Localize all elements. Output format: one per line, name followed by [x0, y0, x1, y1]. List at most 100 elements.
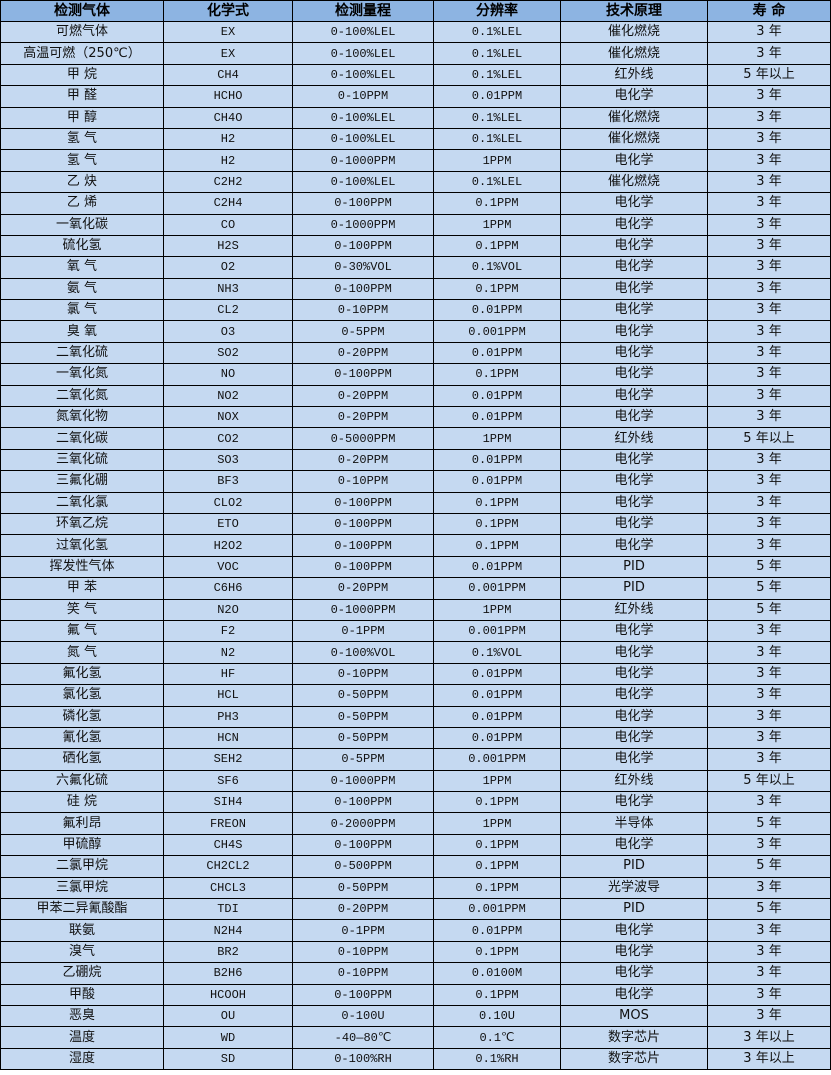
formula-cell: WD: [163, 1026, 293, 1049]
resolution-cell: 0.1PPM: [433, 833, 561, 857]
resolution-cell: 0.01PPM: [433, 705, 561, 728]
principle-cell: 电化学: [560, 534, 708, 557]
resolution-cell: 0.1%LEL: [433, 20, 561, 44]
table-row: 恶臭 OU 0-100U 0.10U MOS 3 年: [0, 1004, 831, 1028]
resolution-cell: 0.001PPM: [433, 577, 561, 600]
principle-cell: 电化学: [560, 406, 708, 429]
range-cell: 0-30%VOL: [292, 256, 434, 279]
principle-cell: 电化学: [560, 619, 708, 643]
gas-cell: 温度: [0, 1026, 164, 1049]
principle-cell: 数字芯片: [560, 1047, 708, 1071]
formula-cell: H2S: [163, 234, 293, 258]
header-gas: 检测气体: [0, 0, 164, 22]
lifespan-cell: 3 年: [707, 619, 831, 643]
lifespan-cell: 3 年: [707, 256, 831, 279]
lifespan-cell: 3 年: [707, 983, 831, 1006]
lifespan-cell: 3 年: [707, 149, 831, 172]
principle-cell: 电化学: [560, 448, 708, 472]
gas-cell: 二氯甲烷: [0, 855, 164, 878]
resolution-cell: 0.01PPM: [433, 299, 561, 322]
formula-cell: CHCL3: [163, 876, 293, 900]
lifespan-cell: 3 年以上: [707, 1026, 831, 1049]
formula-cell: SO3: [163, 448, 293, 472]
table-row: 二氧化氯 CLO2 0-100PPM 0.1PPM 电化学 3 年: [0, 491, 831, 514]
gas-cell: 一氧化氮: [0, 363, 164, 386]
resolution-cell: 0.001PPM: [433, 748, 561, 771]
principle-cell: 电化学: [560, 983, 708, 1006]
principle-cell: 电化学: [560, 341, 708, 365]
table-row: 乙 烯 C2H4 0-100PPM 0.1PPM 电化学 3 年: [0, 192, 831, 215]
principle-cell: 催化燃烧: [560, 106, 708, 129]
lifespan-cell: 3 年: [707, 192, 831, 215]
table-row: 甲 醇 CH4O 0-100%LEL 0.1%LEL 催化燃烧 3 年: [0, 106, 831, 129]
range-cell: 0-100%LEL: [292, 20, 434, 44]
lifespan-cell: 3 年: [707, 791, 831, 814]
resolution-cell: 0.1℃: [433, 1026, 561, 1049]
range-cell: 0-100PPM: [292, 277, 434, 301]
lifespan-cell: 3 年: [707, 106, 831, 129]
table-row: 二氧化氮 NO2 0-20PPM 0.01PPM 电化学 3 年: [0, 384, 831, 408]
resolution-cell: 0.01PPM: [433, 85, 561, 108]
formula-cell: CLO2: [163, 491, 293, 514]
table-row: 二氧化硫 SO2 0-20PPM 0.01PPM 电化学 3 年: [0, 341, 831, 365]
lifespan-cell: 3 年: [707, 726, 831, 750]
range-cell: 0-20PPM: [292, 341, 434, 365]
table-row: 氟 气 F2 0-1PPM 0.001PPM 电化学 3 年: [0, 619, 831, 643]
gas-cell: 三氯甲烷: [0, 876, 164, 900]
gas-cell: 甲 醇: [0, 106, 164, 129]
formula-cell: FREON: [163, 812, 293, 835]
gas-cell: 氯 气: [0, 299, 164, 322]
formula-cell: C2H2: [163, 170, 293, 194]
lifespan-cell: 3 年: [707, 940, 831, 964]
range-cell: 0-100PPM: [292, 833, 434, 857]
gas-cell: 乙 烯: [0, 192, 164, 215]
resolution-cell: 0.1PPM: [433, 192, 561, 215]
formula-cell: HF: [163, 662, 293, 686]
resolution-cell: 0.01PPM: [433, 684, 561, 707]
formula-cell: CL2: [163, 299, 293, 322]
lifespan-cell: 3 年: [707, 170, 831, 194]
lifespan-cell: 3 年: [707, 299, 831, 322]
gas-cell: 乙 炔: [0, 170, 164, 194]
formula-cell: N2O: [163, 598, 293, 621]
resolution-cell: 0.1PPM: [433, 363, 561, 386]
header-principle: 技术原理: [560, 0, 708, 22]
resolution-cell: 0.01PPM: [433, 384, 561, 408]
gas-cell: 恶臭: [0, 1004, 164, 1028]
lifespan-cell: 3 年: [707, 127, 831, 151]
table-row: 二氧化碳 CO2 0-5000PPM 1PPM 红外线 5 年以上: [0, 427, 831, 450]
resolution-cell: 0.01PPM: [433, 919, 561, 942]
principle-cell: 红外线: [560, 598, 708, 621]
gas-cell: 高温可燃（250℃）: [0, 42, 164, 65]
range-cell: 0-10PPM: [292, 940, 434, 964]
principle-cell: 电化学: [560, 705, 708, 728]
range-cell: 0-500PPM: [292, 855, 434, 878]
table-row: 氟利昂 FREON 0-2000PPM 1PPM 半导体 5 年: [0, 812, 831, 835]
lifespan-cell: 3 年: [707, 277, 831, 301]
formula-cell: CH4: [163, 63, 293, 87]
resolution-cell: 0.1PPM: [433, 234, 561, 258]
formula-cell: PH3: [163, 705, 293, 728]
formula-cell: CH4O: [163, 106, 293, 129]
range-cell: 0-1000PPM: [292, 213, 434, 236]
gas-cell: 氧 气: [0, 256, 164, 279]
resolution-cell: 0.1PPM: [433, 277, 561, 301]
resolution-cell: 0.1PPM: [433, 534, 561, 557]
table-row: 氮氧化物 NOX 0-20PPM 0.01PPM 电化学 3 年: [0, 406, 831, 429]
lifespan-cell: 3 年: [707, 641, 831, 664]
principle-cell: 光学波导: [560, 876, 708, 900]
resolution-cell: 1PPM: [433, 769, 561, 793]
gas-cell: 氢 气: [0, 149, 164, 172]
formula-cell: O2: [163, 256, 293, 279]
table-row: 二氯甲烷 CH2CL2 0-500PPM 0.1PPM PID 5 年: [0, 855, 831, 878]
gas-cell: 一氧化碳: [0, 213, 164, 236]
range-cell: 0-1000PPM: [292, 149, 434, 172]
range-cell: 0-20PPM: [292, 448, 434, 472]
principle-cell: 电化学: [560, 213, 708, 236]
formula-cell: N2: [163, 641, 293, 664]
gas-cell: 二氧化硫: [0, 341, 164, 365]
table-row: 氢 气 H2 0-1000PPM 1PPM 电化学 3 年: [0, 149, 831, 172]
formula-cell: B2H6: [163, 962, 293, 985]
range-cell: 0-100%LEL: [292, 170, 434, 194]
header-range: 检测量程: [292, 0, 434, 22]
